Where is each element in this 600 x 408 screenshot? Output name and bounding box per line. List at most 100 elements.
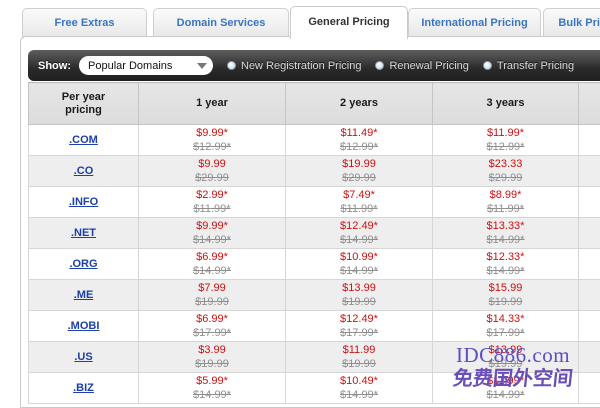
price-cell-overflow — [579, 280, 600, 311]
price-cell: $12.49*$14.99* — [286, 218, 433, 249]
pricing-table-body: .COM$9.99*$12.99*$11.49*$12.99*$11.99*$1… — [29, 125, 600, 404]
price-cell: $8.99*$11.99* — [433, 187, 579, 218]
price-current: $5.99* — [139, 374, 285, 388]
tab-domain-services[interactable]: Domain Services — [153, 8, 289, 38]
show-label: Show: — [38, 60, 71, 72]
price-cell: $11.49*$12.99* — [286, 125, 433, 156]
header-line-2: pricing — [65, 104, 102, 116]
tld-link[interactable]: .CO — [74, 165, 94, 177]
price-current: $2.99* — [139, 188, 285, 202]
price-original: $19.99 — [433, 295, 578, 309]
radio-new-registration-pricing[interactable]: New Registration Pricing — [227, 60, 361, 72]
price-cell: $12.49*$17.99* — [286, 311, 433, 342]
tab-bulk-pricing[interactable]: Bulk Pricing — [543, 8, 600, 38]
price-original: $19.99 — [433, 357, 578, 371]
price-cell: $11.99*$12.99* — [433, 125, 579, 156]
header-line-1: Per year — [62, 91, 105, 103]
column-header-per-year: Per year pricing — [29, 83, 139, 125]
price-current: $12.49* — [286, 312, 432, 326]
tld-link[interactable]: .BIZ — [73, 382, 94, 394]
price-original: $29.99 — [433, 171, 578, 185]
column-header-1-year: 1 year — [139, 83, 286, 125]
price-current: $23.33 — [433, 157, 578, 171]
column-header-2-years: 2 years — [286, 83, 433, 125]
price-cell: $13.33*$14.99* — [433, 218, 579, 249]
price-original: $19.99 — [286, 295, 432, 309]
price-current: $9.99* — [139, 219, 285, 233]
tld-link[interactable]: .ORG — [69, 258, 97, 270]
price-cell: $14.33*$17.99* — [433, 311, 579, 342]
radio-renewal-pricing[interactable]: Renewal Pricing — [375, 60, 468, 72]
price-current: $6.99* — [139, 250, 285, 264]
pricing-type-radio-group: New Registration Pricing Renewal Pricing T… — [213, 60, 574, 72]
domain-filter-value: Popular Domains — [88, 60, 193, 72]
price-cell: $9.99*$14.99* — [139, 218, 286, 249]
price-current: $7.49* — [286, 188, 432, 202]
price-cell: $7.49*$11.99* — [286, 187, 433, 218]
price-cell: $11.99$19.99 — [286, 342, 433, 373]
radio-label: New Registration Pricing — [241, 60, 361, 72]
tld-link[interactable]: .INFO — [69, 196, 98, 208]
price-current: $6.99* — [139, 312, 285, 326]
column-header-3-years: 3 years — [433, 83, 579, 125]
table-row: .US$3.99$19.99$11.99$19.99$13.99$19.99 — [29, 342, 600, 373]
tld-link[interactable]: .ME — [74, 289, 94, 301]
radio-button-icon[interactable] — [375, 61, 384, 70]
column-header-extra — [579, 83, 600, 125]
price-original: $19.99 — [139, 295, 285, 309]
price-current: $11.99* — [433, 126, 578, 140]
price-current: $9.99 — [139, 157, 285, 171]
price-original: $14.99* — [286, 264, 432, 278]
price-cell: $13.99$19.99 — [286, 280, 433, 311]
table-row: .BIZ$5.99*$14.99*$10.49*$14.99*$11.99*$1… — [29, 373, 600, 404]
price-cell-overflow — [579, 125, 600, 156]
price-current: $8.99* — [433, 188, 578, 202]
price-original: $19.99 — [286, 357, 432, 371]
tld-cell: .MOBI — [29, 311, 139, 342]
radio-transfer-pricing[interactable]: Transfer Pricing — [483, 60, 574, 72]
price-cell-overflow — [579, 373, 600, 404]
price-original: $17.99* — [286, 326, 432, 340]
tld-link[interactable]: .US — [74, 351, 92, 363]
price-original: $12.99* — [139, 140, 285, 154]
domain-filter-select[interactable]: Popular Domains — [79, 56, 213, 75]
price-current: $13.99 — [433, 343, 578, 357]
price-current: $11.99 — [286, 343, 432, 357]
tab-general-pricing[interactable]: General Pricing — [290, 6, 408, 39]
table-header-row: Per year pricing 1 year 2 years 3 years — [29, 83, 600, 125]
price-original: $17.99* — [139, 326, 285, 340]
price-original: $11.99* — [286, 202, 432, 216]
table-row: .COM$9.99*$12.99*$11.49*$12.99*$11.99*$1… — [29, 125, 600, 156]
price-current: $15.99 — [433, 281, 578, 295]
tld-link[interactable]: .COM — [69, 134, 98, 146]
price-cell: $10.99*$14.99* — [286, 249, 433, 280]
price-current: $12.49* — [286, 219, 432, 233]
price-cell: $13.99$19.99 — [433, 342, 579, 373]
price-cell-overflow — [579, 218, 600, 249]
price-original: $14.99* — [433, 264, 578, 278]
tld-link[interactable]: .NET — [71, 227, 96, 239]
table-row: .NET$9.99*$14.99*$12.49*$14.99*$13.33*$1… — [29, 218, 600, 249]
tld-cell: .ORG — [29, 249, 139, 280]
price-cell: $10.49*$14.99* — [286, 373, 433, 404]
price-cell: $2.99*$11.99* — [139, 187, 286, 218]
price-cell: $9.99*$12.99* — [139, 125, 286, 156]
radio-button-icon[interactable] — [483, 61, 492, 70]
price-current: $14.33* — [433, 312, 578, 326]
price-original: $19.99 — [139, 357, 285, 371]
tab-international-pricing[interactable]: International Pricing — [408, 8, 541, 38]
price-original: $14.99* — [433, 233, 578, 247]
tab-free-extras[interactable]: Free Extras — [22, 8, 147, 38]
tld-link[interactable]: .MOBI — [68, 320, 100, 332]
price-cell-overflow — [579, 342, 600, 373]
price-current: $11.99* — [433, 374, 578, 388]
price-cell: $11.99*$14.99* — [433, 373, 579, 404]
radio-button-icon[interactable] — [227, 61, 236, 70]
price-cell: $12.33*$14.99* — [433, 249, 579, 280]
price-original: $14.99* — [286, 233, 432, 247]
price-cell: $19.99$29.99 — [286, 156, 433, 187]
price-original: $14.99* — [139, 233, 285, 247]
price-original: $14.99* — [139, 264, 285, 278]
price-original: $29.99 — [286, 171, 432, 185]
